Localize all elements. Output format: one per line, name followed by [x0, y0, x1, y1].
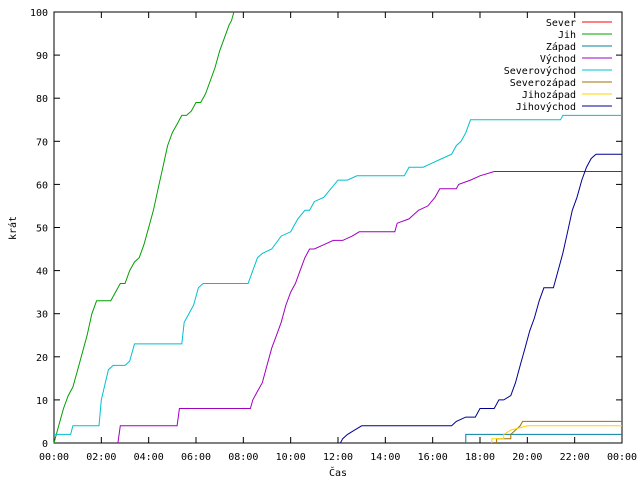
series-line-1	[53, 11, 235, 444]
x-tick-label: 06:00	[181, 452, 211, 463]
legend-label: Východ	[540, 53, 576, 65]
y-tick-label: 30	[36, 310, 48, 321]
x-tick-label: 14:00	[370, 452, 400, 463]
series-lines	[53, 11, 622, 444]
series-line-7	[339, 153, 622, 444]
x-tick-label: 00:00	[39, 452, 69, 463]
x-tick-label: 18:00	[465, 452, 495, 463]
x-tick-label: 22:00	[560, 452, 590, 463]
y-tick-label: 10	[36, 396, 48, 407]
x-tick-label: 16:00	[418, 452, 448, 463]
x-tick-label: 00:00	[607, 452, 637, 463]
y-tick-labels: 0 10 20 30 40 50 60 70 80 90 100	[30, 8, 48, 450]
legend-label: Jihozápad	[522, 89, 576, 101]
y-tick-label: 60	[36, 180, 48, 191]
legend-label: Sever	[546, 18, 576, 29]
tick-marks	[53, 11, 623, 444]
y-axis-title: krát	[7, 216, 19, 240]
x-tick-label: 08:00	[228, 452, 258, 463]
legend: SeverJihZápadVýchodSeverovýchodSeverozáp…	[504, 18, 612, 113]
legend-label: Jih	[558, 30, 576, 41]
x-axis-title: Čas	[329, 466, 347, 479]
y-tick-label: 80	[36, 94, 48, 105]
legend-label: Severovýchod	[504, 65, 576, 77]
x-tick-label: 04:00	[134, 452, 164, 463]
x-tick-label: 10:00	[276, 452, 306, 463]
legend-label: Jihovýchod	[516, 101, 576, 113]
series-line-5	[496, 420, 622, 443]
y-tick-label: 70	[36, 137, 48, 148]
x-tick-labels: 00:00 02:00 04:00 06:00 08:00 10:00 12:00 14:00…	[39, 452, 637, 463]
y-tick-label: 0	[42, 439, 48, 450]
y-tick-label: 20	[36, 353, 48, 364]
x-tick-label: 12:00	[323, 452, 353, 463]
legend-label: Severozápad	[510, 77, 576, 89]
y-tick-label: 40	[36, 267, 48, 278]
y-tick-label: 50	[36, 224, 48, 235]
y-tick-label: 100	[30, 8, 48, 19]
legend-label: Západ	[546, 41, 576, 53]
series-line-3	[117, 171, 622, 444]
series-line-4	[54, 114, 622, 435]
x-tick-label: 02:00	[86, 452, 116, 463]
series-line-6	[491, 425, 622, 443]
x-tick-label: 20:00	[512, 452, 542, 463]
series-line-2	[465, 433, 622, 443]
y-tick-label: 90	[36, 51, 48, 62]
